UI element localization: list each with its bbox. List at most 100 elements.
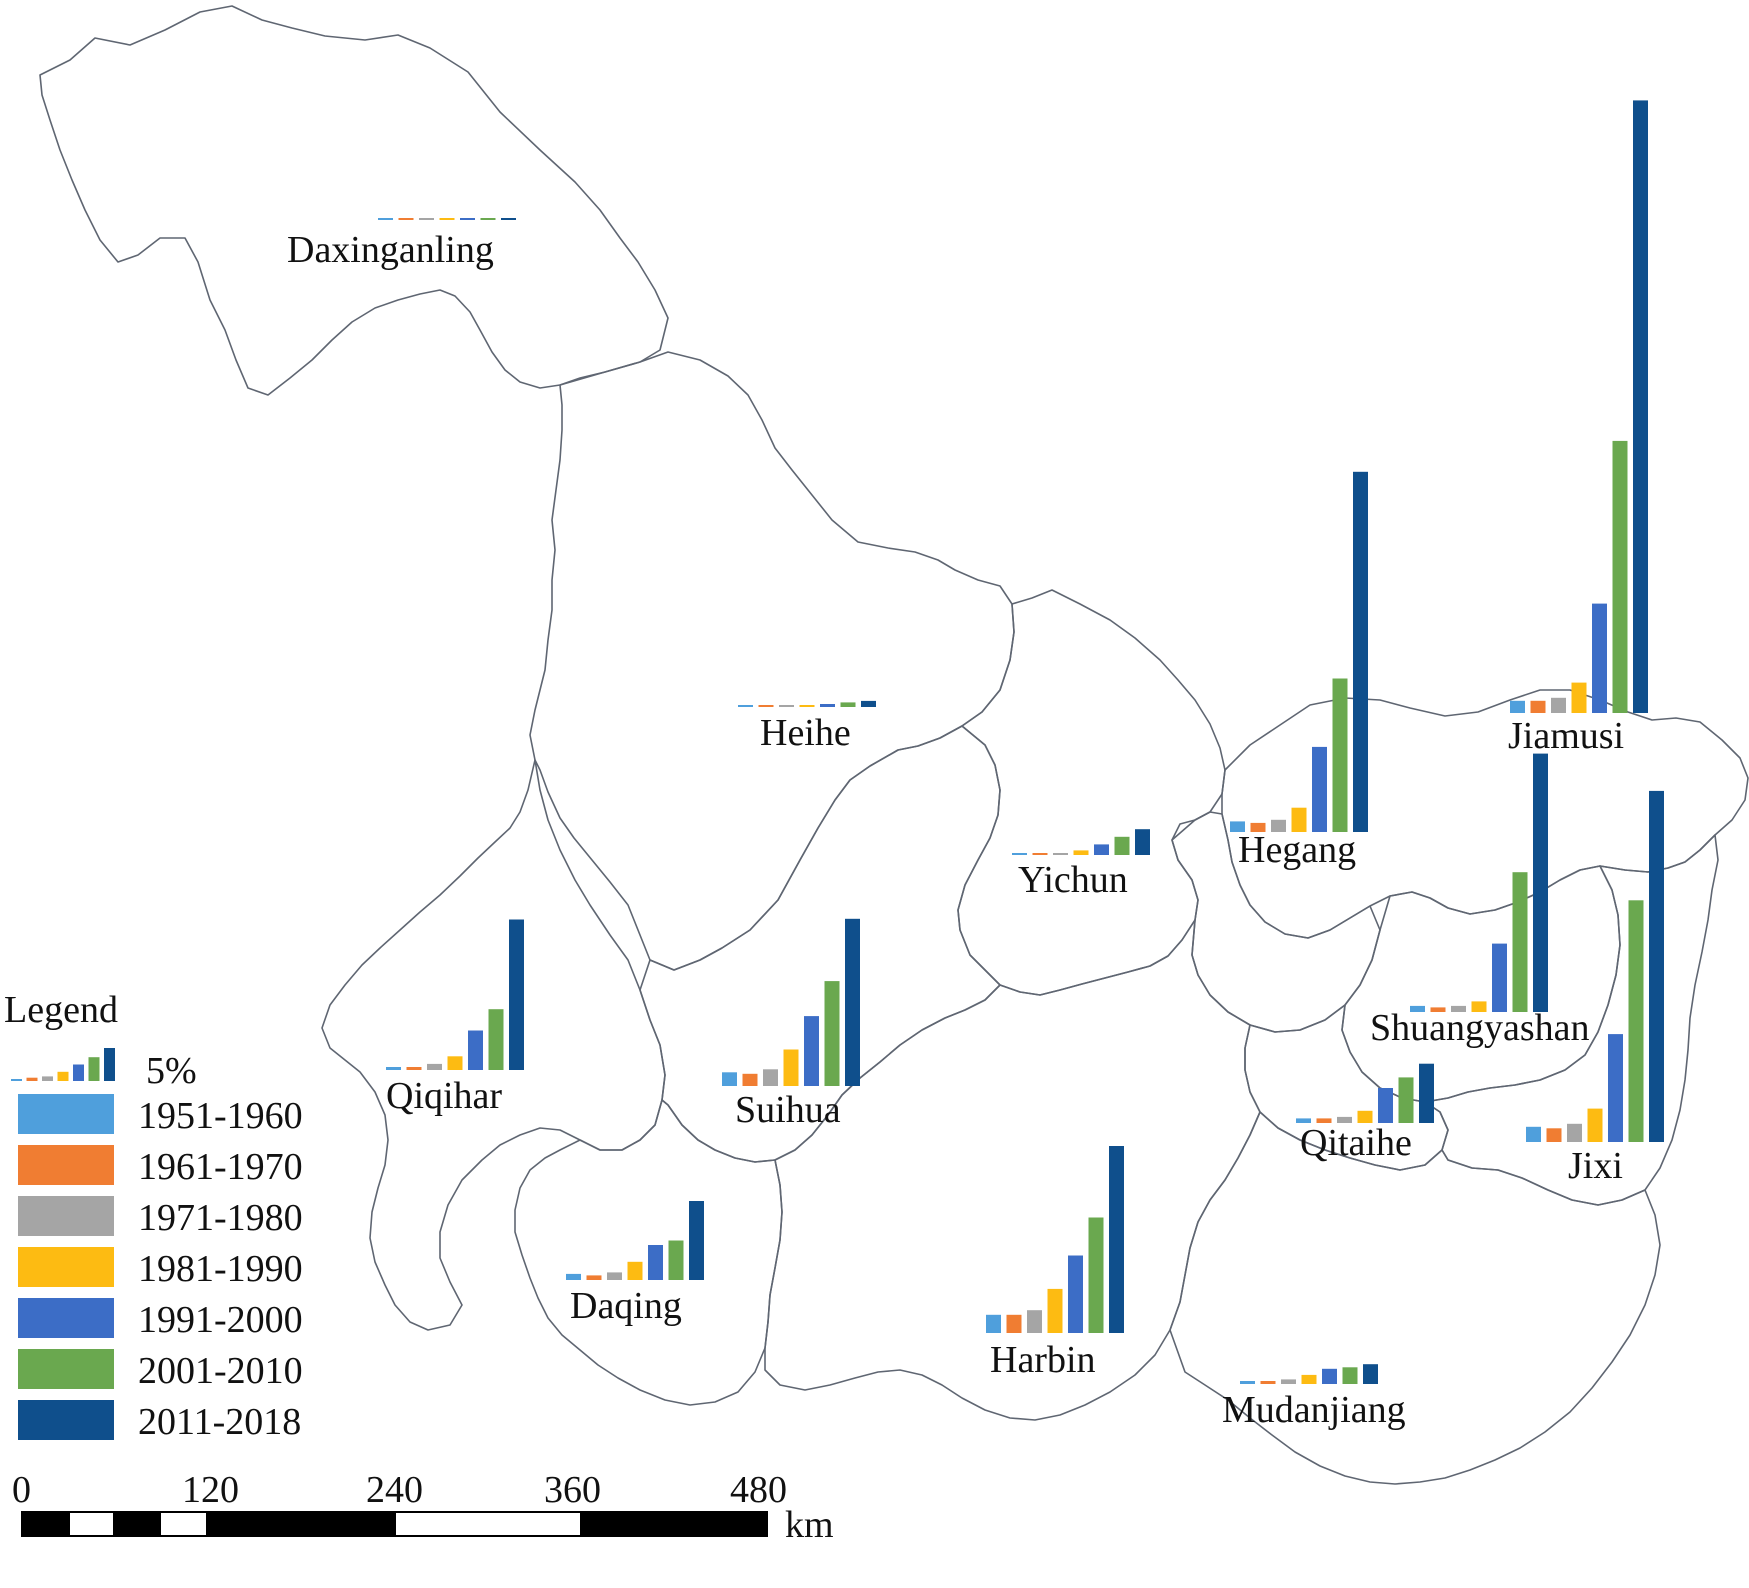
legend-swatch-1951-1960	[18, 1094, 114, 1134]
bar-hegang-2011-2018	[1353, 471, 1368, 832]
scale-segment-1	[22, 1512, 70, 1536]
bar-heihe-2011-2018	[861, 700, 876, 707]
bar-daqing-2001-2010	[668, 1240, 684, 1280]
scale-segment-2	[113, 1512, 161, 1536]
bar-shuangyashan-1971-1980	[1451, 1005, 1466, 1012]
scale-segment-3	[206, 1512, 396, 1536]
city-labels: Daxinganling Heihe Yichun Hegang Jiamusi…	[287, 229, 1624, 1431]
bar-harbin-1971-1980	[1027, 1310, 1042, 1333]
legend-label-1981-1990: 1981-1990	[138, 1248, 303, 1290]
scale-unit: km	[785, 1504, 834, 1546]
bar-daqing-1951-1960	[566, 1273, 581, 1280]
city-label-jixi: Jixi	[1568, 1145, 1623, 1187]
city-label-harbin: Harbin	[990, 1339, 1096, 1381]
bar-jixi-1951-1960	[1526, 1126, 1541, 1142]
bar-harbin-2001-2010	[1088, 1217, 1104, 1333]
bar-jixi-1991-2000	[1608, 1034, 1623, 1142]
bar-yichun-1991-2000	[1094, 844, 1109, 855]
bar-daqing-1971-1980	[607, 1272, 622, 1280]
bar-daxinganling-1951-1960	[378, 218, 393, 220]
bar-suihua-2011-2018	[845, 918, 860, 1086]
bar-qiqihar-1971-1980	[427, 1063, 442, 1070]
bar-qiqihar-1951-1960	[386, 1067, 401, 1070]
bar-daxinganling-1981-1990	[439, 218, 455, 220]
bar-daxinganling-1991-2000	[460, 218, 475, 220]
bar-shuangyashan-2001-2010	[1512, 872, 1528, 1012]
bar-suihua-1951-1960	[722, 1072, 737, 1086]
bar-qitaihe-1951-1960	[1296, 1118, 1311, 1123]
bar-suihua-1981-1990	[783, 1049, 799, 1086]
bar-yichun-2001-2010	[1114, 836, 1130, 855]
bar-suihua-1991-2000	[804, 1016, 819, 1086]
legend-label-2001-2010: 2001-2010	[138, 1350, 303, 1392]
bar-chart-daxinganling	[378, 218, 516, 220]
bar-qitaihe-1991-2000	[1378, 1088, 1393, 1123]
bar-daqing-1961-1970	[586, 1275, 602, 1280]
bar-chart-jixi	[1526, 790, 1664, 1142]
bar-daxinganling-2011-2018	[501, 218, 516, 220]
bar-chart-hegang	[1230, 471, 1368, 832]
bar-shuangyashan-2011-2018	[1533, 753, 1548, 1012]
bar-hegang-1961-1970	[1250, 822, 1266, 832]
scale-tick-0: 0	[12, 1469, 31, 1511]
bar-yichun-1961-1970	[1032, 853, 1048, 855]
legend-swatches: 1951-1960 1961-1970 1971-1980 1981-1990 1991…	[18, 1094, 303, 1443]
bar-yichun-1981-1990	[1073, 850, 1089, 855]
city-label-hegang: Hegang	[1238, 829, 1356, 871]
outline-heihe	[529, 351, 1015, 971]
scale-tick-480: 480	[730, 1469, 787, 1511]
bar-qiqihar-2001-2010	[488, 1009, 504, 1070]
legend-title: Legend	[4, 989, 118, 1031]
bar-qitaihe-1971-1980	[1337, 1116, 1352, 1123]
city-label-daxinganling: Daxinganling	[287, 229, 494, 271]
city-label-shuangyashan: Shuangyashan	[1370, 1007, 1590, 1049]
bar-jiamusi-1991-2000	[1592, 603, 1607, 713]
legend-reference-bars	[11, 1048, 115, 1081]
scale-bar: 0 120 240 360 480 km	[12, 1469, 834, 1546]
bar-daqing-1991-2000	[648, 1245, 663, 1280]
bar-chart-harbin	[986, 1146, 1124, 1333]
bar-qitaihe-2011-2018	[1419, 1063, 1434, 1123]
scale-tick-240: 240	[366, 1469, 423, 1511]
bar-jixi-1981-1990	[1587, 1108, 1603, 1142]
outline-daxinganling	[39, 5, 669, 396]
legend-ref-bar-2001-2010	[88, 1057, 100, 1081]
bar-qitaihe-2001-2010	[1398, 1077, 1414, 1123]
bar-chart-shuangyashan	[1410, 753, 1548, 1012]
bar-mudanjiang-2001-2010	[1342, 1367, 1358, 1384]
scale-segment-4	[580, 1512, 767, 1536]
bar-jixi-2001-2010	[1628, 900, 1644, 1142]
bar-jiamusi-1961-1970	[1530, 700, 1546, 713]
city-label-jiamusi: Jiamusi	[1508, 715, 1624, 757]
legend-ref-bar-1951-1960	[11, 1079, 22, 1081]
city-bar-charts	[378, 100, 1664, 1384]
city-label-qitaihe: Qitaihe	[1300, 1122, 1412, 1164]
city-label-heihe: Heihe	[760, 712, 851, 754]
legend-label-1971-1980: 1971-1980	[138, 1197, 303, 1239]
bar-shuangyashan-1991-2000	[1492, 943, 1507, 1012]
bar-qitaihe-1981-1990	[1357, 1110, 1373, 1123]
bar-yichun-1951-1960	[1012, 853, 1027, 855]
outline-daqing	[514, 1099, 783, 1406]
bar-chart-yichun	[1012, 829, 1150, 855]
bar-hegang-1991-2000	[1312, 746, 1327, 832]
city-label-daqing: Daqing	[570, 1285, 682, 1327]
region-outlines	[39, 5, 1749, 1485]
legend-swatch-2011-2018	[18, 1400, 114, 1440]
bar-heihe-1981-1990	[799, 705, 815, 707]
city-label-qiqihar: Qiqihar	[386, 1075, 502, 1117]
bar-mudanjiang-1951-1960	[1240, 1381, 1255, 1384]
outline-mudanjiang	[1169, 1111, 1661, 1485]
bar-chart-qiqihar	[386, 919, 524, 1070]
bar-chart-suihua	[722, 918, 860, 1086]
bar-heihe-1961-1970	[758, 705, 774, 707]
bar-jiamusi-1951-1960	[1510, 700, 1525, 713]
bar-qiqihar-1981-1990	[447, 1056, 463, 1070]
legend-label-1951-1960: 1951-1960	[138, 1095, 303, 1137]
bar-mudanjiang-1981-1990	[1301, 1374, 1317, 1384]
bar-daxinganling-2001-2010	[480, 218, 496, 220]
legend-ref-bar-1971-1980	[42, 1076, 53, 1081]
bar-heihe-1991-2000	[820, 704, 835, 707]
bar-jixi-1971-1980	[1567, 1123, 1582, 1142]
bar-chart-heihe	[738, 700, 876, 707]
